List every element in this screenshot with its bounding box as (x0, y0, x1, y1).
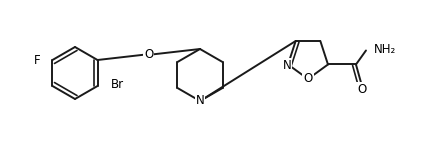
Text: N: N (283, 59, 291, 72)
Text: O: O (144, 48, 153, 61)
Text: N: N (196, 93, 204, 106)
Text: Br: Br (111, 79, 124, 92)
Text: NH₂: NH₂ (374, 43, 396, 56)
Text: F: F (34, 54, 40, 67)
Text: O: O (303, 72, 312, 85)
Text: O: O (357, 83, 367, 96)
